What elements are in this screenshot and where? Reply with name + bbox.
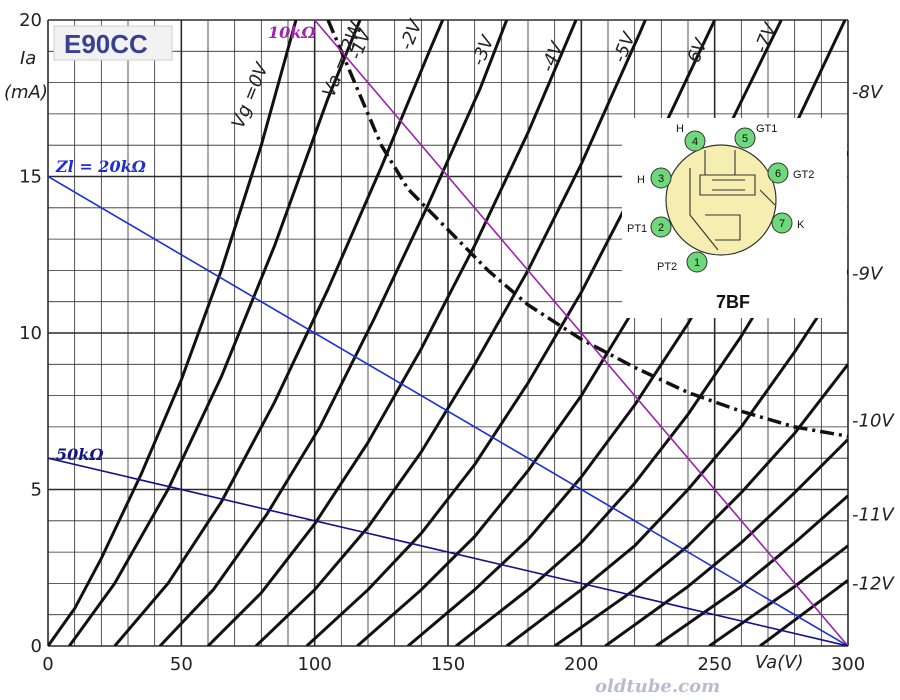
chart-title: E90CC — [64, 29, 148, 59]
pin-label: GT2 — [793, 169, 814, 181]
x-tick-label: 100 — [297, 654, 331, 675]
y-tick-label: 0 — [31, 636, 42, 657]
curve-label: -6V — [681, 34, 712, 71]
pin-number: 1 — [694, 257, 700, 269]
x-tick-label: 50 — [170, 654, 193, 675]
plate-curve — [759, 579, 848, 646]
plate-curve — [708, 544, 848, 646]
watermark: oldtube.com — [595, 676, 720, 697]
dissipation-line — [326, 20, 848, 439]
y-tick-label: 10 — [19, 323, 42, 344]
pin-label: GT1 — [756, 123, 777, 135]
y-axis-unit: (mA) — [4, 82, 48, 103]
y-tick-label: 20 — [19, 10, 42, 31]
plate-curve — [113, 20, 445, 646]
curve-label: -4V — [537, 38, 568, 75]
right-curve-label: -9V — [852, 264, 884, 285]
right-curve-label: -8V — [852, 82, 884, 103]
pin-number: 5 — [742, 133, 748, 145]
plate-curve — [68, 20, 362, 646]
pin-circle — [734, 127, 756, 149]
pin-number: 6 — [775, 168, 781, 180]
y-tick-label: 15 — [19, 167, 42, 188]
pin-label: H — [637, 174, 645, 186]
pin-label: PT1 — [627, 223, 647, 235]
plate-curve — [505, 269, 848, 646]
tube-base-circle — [665, 144, 777, 256]
pin-circle — [650, 216, 672, 238]
pin-label: K — [797, 219, 805, 231]
internal-wiring — [689, 150, 776, 251]
load-line-label: 10kΩ — [268, 23, 316, 42]
load-line — [48, 175, 848, 646]
pin-label: H — [676, 123, 684, 135]
base-name: 7BF — [716, 292, 750, 312]
load-line-label: 50kΩ — [56, 445, 104, 464]
x-tick-label: 0 — [42, 654, 53, 675]
max-dissipation-curve — [326, 20, 848, 439]
title-box: E90CC — [53, 25, 173, 61]
pin-circle — [767, 162, 789, 184]
right-curve-label: -11V — [852, 505, 895, 526]
x-tick-label: 300 — [831, 654, 865, 675]
pin-number: 2 — [658, 222, 664, 234]
plate-curve — [158, 20, 509, 646]
load-line — [313, 20, 848, 646]
pin-circle — [650, 167, 672, 189]
plate-curve — [48, 20, 298, 646]
load-line — [48, 457, 848, 646]
y-axis-label: Ia — [20, 48, 36, 69]
pin-circle — [684, 130, 706, 152]
pin-number: 7 — [779, 218, 785, 230]
load-line-label: Zl = 20kΩ — [55, 157, 147, 176]
plate-curve — [206, 20, 578, 646]
plate-curve — [553, 363, 848, 646]
x-tick-label: 250 — [697, 654, 731, 675]
curve-label: -5V — [609, 28, 640, 65]
right-curve-label: -10V — [852, 411, 895, 432]
curve-label: -3V — [468, 31, 499, 68]
x-axis-label: Va(V) — [755, 652, 804, 673]
curve-label: -7V — [750, 19, 781, 56]
plate-curve — [655, 494, 848, 646]
right-curve-label: -12V — [852, 573, 895, 594]
y-tick-label: 5 — [31, 480, 42, 501]
x-tick-label: 150 — [431, 654, 465, 675]
pin-label: PT2 — [657, 261, 677, 273]
plate-curve — [604, 438, 848, 646]
pin-number: 4 — [692, 136, 698, 148]
plate-curve — [254, 20, 647, 646]
pin-number: 3 — [658, 173, 664, 185]
x-tick-label: 200 — [564, 654, 598, 675]
pin-circle — [686, 251, 708, 273]
load-lines — [48, 20, 848, 646]
pin-circle — [771, 212, 793, 234]
plate-curve — [305, 20, 717, 646]
curve-label: -2V — [396, 16, 427, 53]
